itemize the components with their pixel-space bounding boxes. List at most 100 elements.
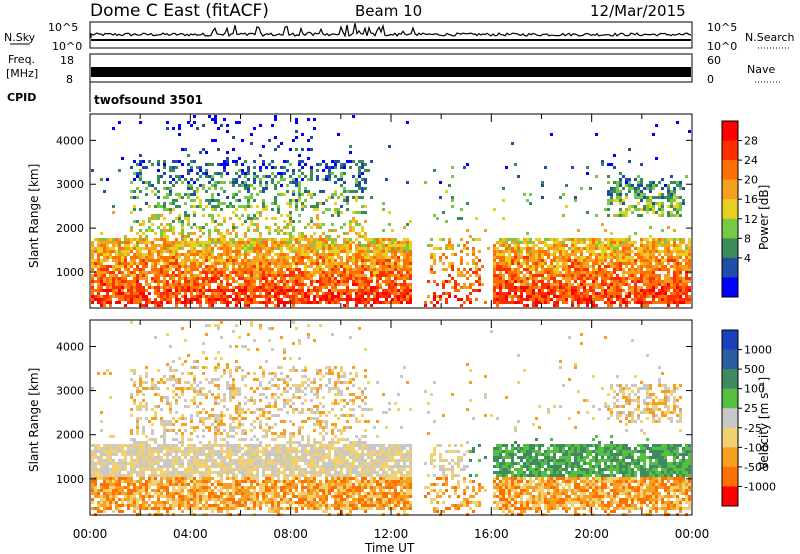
heatmap-cell (661, 292, 664, 295)
heatmap-cell (424, 301, 427, 304)
heatmap-cell (679, 280, 682, 283)
heatmap-cell (493, 295, 496, 298)
heatmap-cell (271, 289, 274, 292)
heatmap-cell (106, 277, 109, 280)
heatmap-cell (253, 250, 256, 253)
heatmap-cell (256, 259, 259, 262)
heatmap-cell (286, 289, 289, 292)
heatmap-cell (118, 444, 121, 447)
heatmap-cell (343, 271, 346, 274)
heatmap-cell (526, 289, 529, 292)
heatmap-cell (559, 253, 562, 256)
heatmap-cell (277, 304, 280, 307)
heatmap-cell (565, 301, 568, 304)
heatmap-cell (115, 241, 118, 244)
heatmap-cell (196, 283, 199, 286)
heatmap-cell (430, 256, 433, 259)
heatmap-cell (109, 468, 112, 471)
heatmap-cell (370, 274, 373, 277)
heatmap-cell (304, 190, 307, 193)
heatmap-cell (190, 262, 193, 265)
heatmap-cell (580, 265, 583, 268)
heatmap-cell (640, 262, 643, 265)
heatmap-cell (649, 202, 652, 205)
heatmap-cell (466, 262, 469, 265)
heatmap-cell (265, 241, 268, 244)
heatmap-cell (655, 196, 658, 199)
heatmap-cell (214, 244, 217, 247)
heatmap-cell (130, 166, 133, 169)
heatmap-cell (385, 244, 388, 247)
heatmap-cell (115, 268, 118, 271)
heatmap-cell (661, 229, 664, 232)
heatmap-cell (307, 223, 310, 226)
heatmap-cell (133, 447, 136, 450)
heatmap-cell (220, 301, 223, 304)
heatmap-cell (172, 184, 175, 187)
heatmap-cell (325, 247, 328, 250)
heatmap-cell (268, 259, 271, 262)
heatmap-cell (130, 256, 133, 259)
heatmap-cell (622, 280, 625, 283)
heatmap-cell (256, 265, 259, 268)
heatmap-cell (100, 501, 103, 504)
heatmap-cell (145, 229, 148, 232)
heatmap-cell (619, 211, 622, 214)
heatmap-cell (157, 286, 160, 289)
heatmap-cell (130, 438, 133, 441)
heatmap-cell (556, 295, 559, 298)
heatmap-cell (652, 238, 655, 241)
heatmap-cell (358, 196, 361, 199)
heatmap-cell (649, 292, 652, 295)
heatmap-cell (307, 271, 310, 274)
heatmap-cell (385, 301, 388, 304)
heatmap-cell (94, 274, 97, 277)
heatmap-cell (157, 169, 160, 172)
heatmap-cell (430, 238, 433, 241)
heatmap-cell (199, 166, 202, 169)
heatmap-cell (124, 277, 127, 280)
heatmap-cell (106, 298, 109, 301)
heatmap-cell (532, 304, 535, 307)
heatmap-cell (340, 175, 343, 178)
heatmap-cell (598, 238, 601, 241)
heatmap-cell (142, 238, 145, 241)
heatmap-cell (427, 280, 430, 283)
heatmap-cell (586, 238, 589, 241)
heatmap-cell (406, 121, 409, 124)
heatmap-cell (292, 181, 295, 184)
heatmap-cell (625, 292, 628, 295)
heatmap-cell (496, 265, 499, 268)
heatmap-cell (589, 277, 592, 280)
heatmap-cell (652, 280, 655, 283)
heatmap-cell (631, 259, 634, 262)
heatmap-cell (382, 208, 385, 211)
heatmap-cell (136, 163, 139, 166)
heatmap-cell (499, 274, 502, 277)
colorbar-tick-label: 8 (744, 232, 751, 245)
heatmap-cell (625, 178, 628, 181)
heatmap-cell (322, 262, 325, 265)
heatmap-cell (130, 238, 133, 241)
heatmap-cell (355, 244, 358, 247)
heatmap-cell (571, 241, 574, 244)
heatmap-cell (181, 244, 184, 247)
heatmap-cell (364, 178, 367, 181)
heatmap-cell (547, 268, 550, 271)
heatmap-cell (202, 277, 205, 280)
heatmap-cell (589, 250, 592, 253)
heatmap-cell (331, 268, 334, 271)
heatmap-cell (274, 238, 277, 241)
heatmap-cell (682, 292, 685, 295)
heatmap-cell (211, 301, 214, 304)
heatmap-cell (493, 277, 496, 280)
heatmap-cell (259, 283, 262, 286)
heatmap-cell (223, 160, 226, 163)
heatmap-cell (148, 181, 151, 184)
heatmap-cell (517, 301, 520, 304)
heatmap-cell (313, 289, 316, 292)
heatmap-cell (226, 229, 229, 232)
heatmap-cell (184, 178, 187, 181)
heatmap-cell (133, 298, 136, 301)
heatmap-cell (214, 265, 217, 268)
